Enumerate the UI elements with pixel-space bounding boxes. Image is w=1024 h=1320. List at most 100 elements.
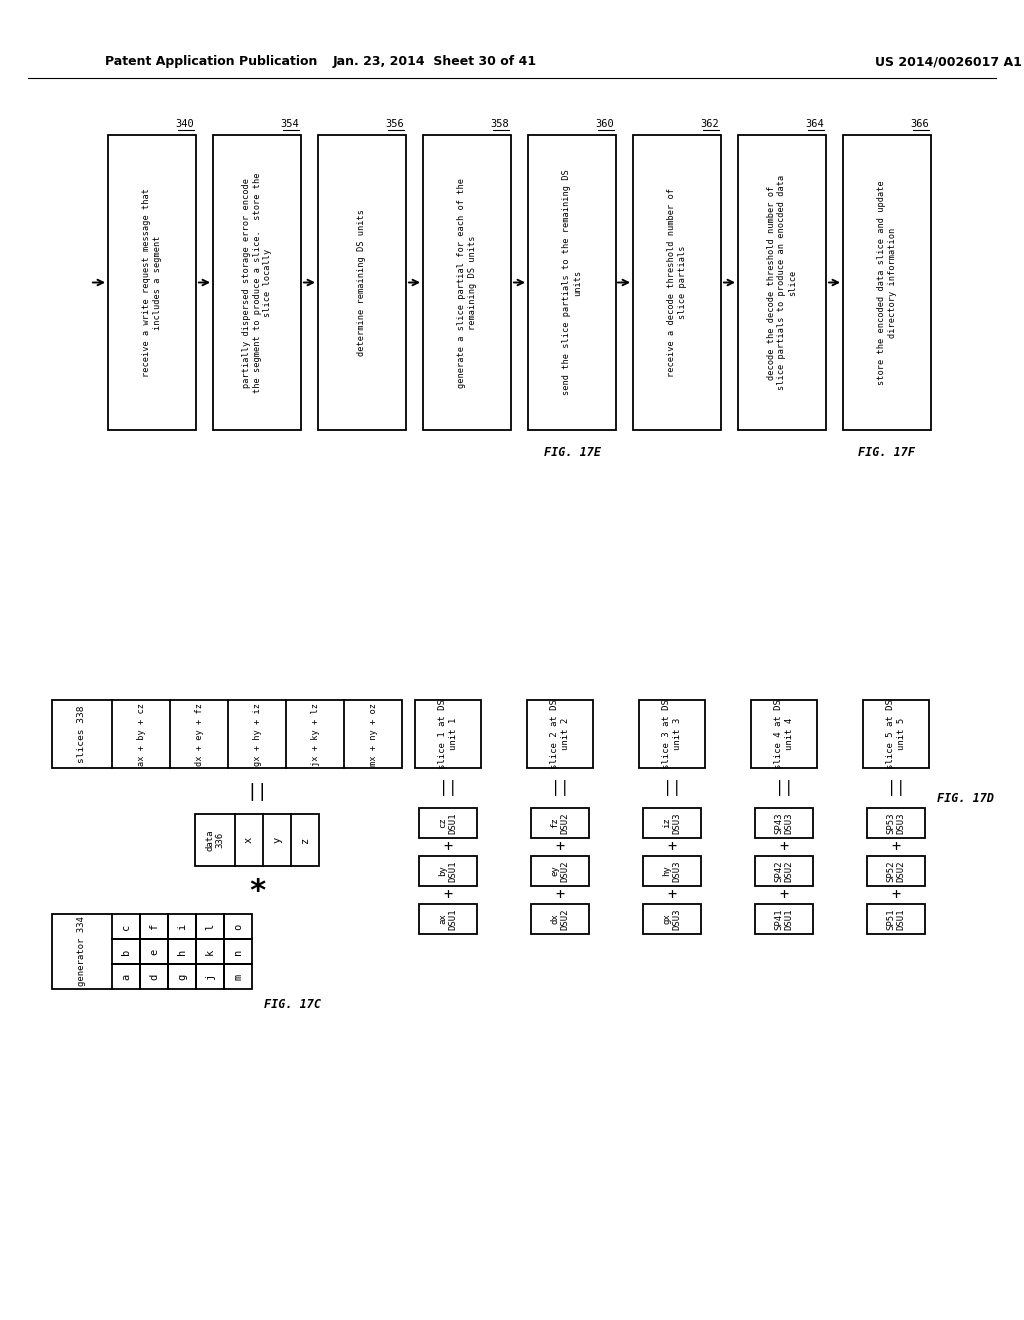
Text: generator 334: generator 334 bbox=[78, 916, 86, 986]
Text: +: + bbox=[443, 887, 453, 903]
Text: determine remaining DS units: determine remaining DS units bbox=[357, 209, 367, 356]
Text: slice 4 at DS
unit 4: slice 4 at DS unit 4 bbox=[774, 700, 794, 770]
FancyBboxPatch shape bbox=[531, 904, 589, 935]
FancyBboxPatch shape bbox=[738, 135, 826, 430]
Text: SP51
DSU1: SP51 DSU1 bbox=[887, 908, 905, 929]
Text: a: a bbox=[121, 973, 131, 979]
Text: +: + bbox=[892, 840, 900, 854]
Text: +: + bbox=[668, 887, 677, 903]
Text: receive a decode threshold number of
slice partials: receive a decode threshold number of sli… bbox=[668, 187, 687, 378]
FancyBboxPatch shape bbox=[755, 808, 813, 838]
FancyBboxPatch shape bbox=[867, 855, 925, 886]
Text: d: d bbox=[150, 973, 159, 979]
Text: e: e bbox=[150, 948, 159, 954]
Text: i: i bbox=[177, 924, 187, 929]
Text: 362: 362 bbox=[700, 119, 719, 129]
Text: US 2014/0026017 A1: US 2014/0026017 A1 bbox=[874, 55, 1022, 69]
FancyBboxPatch shape bbox=[108, 135, 196, 430]
Text: 354: 354 bbox=[281, 119, 299, 129]
Text: partially dispersed storage error encode
the segment to produce a slice.  store : partially dispersed storage error encode… bbox=[242, 172, 272, 393]
Text: data
336: data 336 bbox=[205, 829, 224, 851]
FancyBboxPatch shape bbox=[843, 135, 931, 430]
Text: ||: || bbox=[439, 780, 457, 796]
FancyBboxPatch shape bbox=[415, 700, 481, 768]
Text: 358: 358 bbox=[490, 119, 509, 129]
Text: g: g bbox=[177, 973, 187, 979]
FancyBboxPatch shape bbox=[867, 808, 925, 838]
FancyBboxPatch shape bbox=[52, 913, 252, 989]
Text: +: + bbox=[555, 840, 564, 854]
FancyBboxPatch shape bbox=[213, 135, 301, 430]
Text: SP43
DSU3: SP43 DSU3 bbox=[774, 812, 794, 834]
Text: c: c bbox=[121, 924, 131, 929]
FancyBboxPatch shape bbox=[419, 808, 477, 838]
Text: Patent Application Publication: Patent Application Publication bbox=[105, 55, 317, 69]
FancyBboxPatch shape bbox=[531, 808, 589, 838]
Text: iz
DSU3: iz DSU3 bbox=[663, 812, 682, 834]
Text: ax
DSU1: ax DSU1 bbox=[438, 908, 458, 929]
FancyBboxPatch shape bbox=[867, 904, 925, 935]
Text: b: b bbox=[121, 948, 131, 954]
Text: Jan. 23, 2014  Sheet 30 of 41: Jan. 23, 2014 Sheet 30 of 41 bbox=[333, 55, 537, 69]
FancyBboxPatch shape bbox=[52, 700, 402, 768]
Text: hy
DSU3: hy DSU3 bbox=[663, 861, 682, 882]
Text: SP41
DSU1: SP41 DSU1 bbox=[774, 908, 794, 929]
Text: z: z bbox=[300, 837, 310, 843]
Text: SP52
DSU2: SP52 DSU2 bbox=[887, 861, 905, 882]
Text: +: + bbox=[668, 840, 677, 854]
Text: FIG. 17E: FIG. 17E bbox=[544, 446, 600, 458]
Text: +: + bbox=[779, 887, 788, 903]
Text: ||: || bbox=[551, 780, 569, 796]
Text: slice 3 at DS
unit 3: slice 3 at DS unit 3 bbox=[663, 700, 682, 770]
FancyBboxPatch shape bbox=[639, 700, 705, 768]
Text: slice 1 at DS
unit 1: slice 1 at DS unit 1 bbox=[438, 700, 458, 770]
Text: x: x bbox=[244, 837, 254, 843]
Text: f: f bbox=[150, 924, 159, 929]
Text: ||: || bbox=[887, 780, 905, 796]
FancyBboxPatch shape bbox=[531, 855, 589, 886]
FancyBboxPatch shape bbox=[863, 700, 929, 768]
FancyBboxPatch shape bbox=[419, 904, 477, 935]
Text: y: y bbox=[272, 837, 282, 843]
FancyBboxPatch shape bbox=[527, 700, 593, 768]
Text: ||: || bbox=[775, 780, 794, 796]
Text: SP42
DSU2: SP42 DSU2 bbox=[774, 861, 794, 882]
Text: by
DSU1: by DSU1 bbox=[438, 861, 458, 882]
Text: m: m bbox=[233, 973, 243, 979]
Text: k: k bbox=[205, 948, 215, 954]
Text: 364: 364 bbox=[805, 119, 824, 129]
Text: slice 2 at DS
unit 2: slice 2 at DS unit 2 bbox=[550, 700, 569, 770]
Text: gx
DSU3: gx DSU3 bbox=[663, 908, 682, 929]
Text: mx + ny + oz: mx + ny + oz bbox=[369, 702, 378, 766]
FancyBboxPatch shape bbox=[755, 904, 813, 935]
Text: n: n bbox=[233, 948, 243, 954]
Text: o: o bbox=[233, 924, 243, 929]
Text: +: + bbox=[892, 887, 900, 903]
FancyBboxPatch shape bbox=[751, 700, 817, 768]
Text: SP53
DSU3: SP53 DSU3 bbox=[887, 812, 905, 834]
Text: +: + bbox=[779, 840, 788, 854]
Text: *: * bbox=[248, 878, 266, 907]
Text: 366: 366 bbox=[910, 119, 929, 129]
Text: jx + ky + lz: jx + ky + lz bbox=[310, 702, 319, 766]
Text: ax + by + cz: ax + by + cz bbox=[136, 702, 145, 766]
Text: slice 5 at DS
unit 5: slice 5 at DS unit 5 bbox=[887, 700, 905, 770]
Text: cz
DSU1: cz DSU1 bbox=[438, 812, 458, 834]
Text: FIG. 17F: FIG. 17F bbox=[858, 446, 915, 458]
Text: 360: 360 bbox=[595, 119, 614, 129]
FancyBboxPatch shape bbox=[318, 135, 406, 430]
Text: h: h bbox=[177, 948, 187, 954]
Text: 356: 356 bbox=[385, 119, 404, 129]
Text: 340: 340 bbox=[175, 119, 194, 129]
Text: ||: || bbox=[663, 780, 681, 796]
Text: ||: || bbox=[246, 783, 268, 801]
Text: dx
DSU2: dx DSU2 bbox=[550, 908, 569, 929]
FancyBboxPatch shape bbox=[423, 135, 511, 430]
Text: receive a write request message that
includes a segment: receive a write request message that inc… bbox=[142, 187, 162, 378]
Text: l: l bbox=[205, 924, 215, 929]
Text: FIG. 17C: FIG. 17C bbox=[264, 998, 321, 1011]
Text: ey
DSU2: ey DSU2 bbox=[550, 861, 569, 882]
Text: +: + bbox=[443, 840, 453, 854]
Text: slices 338: slices 338 bbox=[78, 705, 86, 763]
Text: fz
DSU2: fz DSU2 bbox=[550, 812, 569, 834]
